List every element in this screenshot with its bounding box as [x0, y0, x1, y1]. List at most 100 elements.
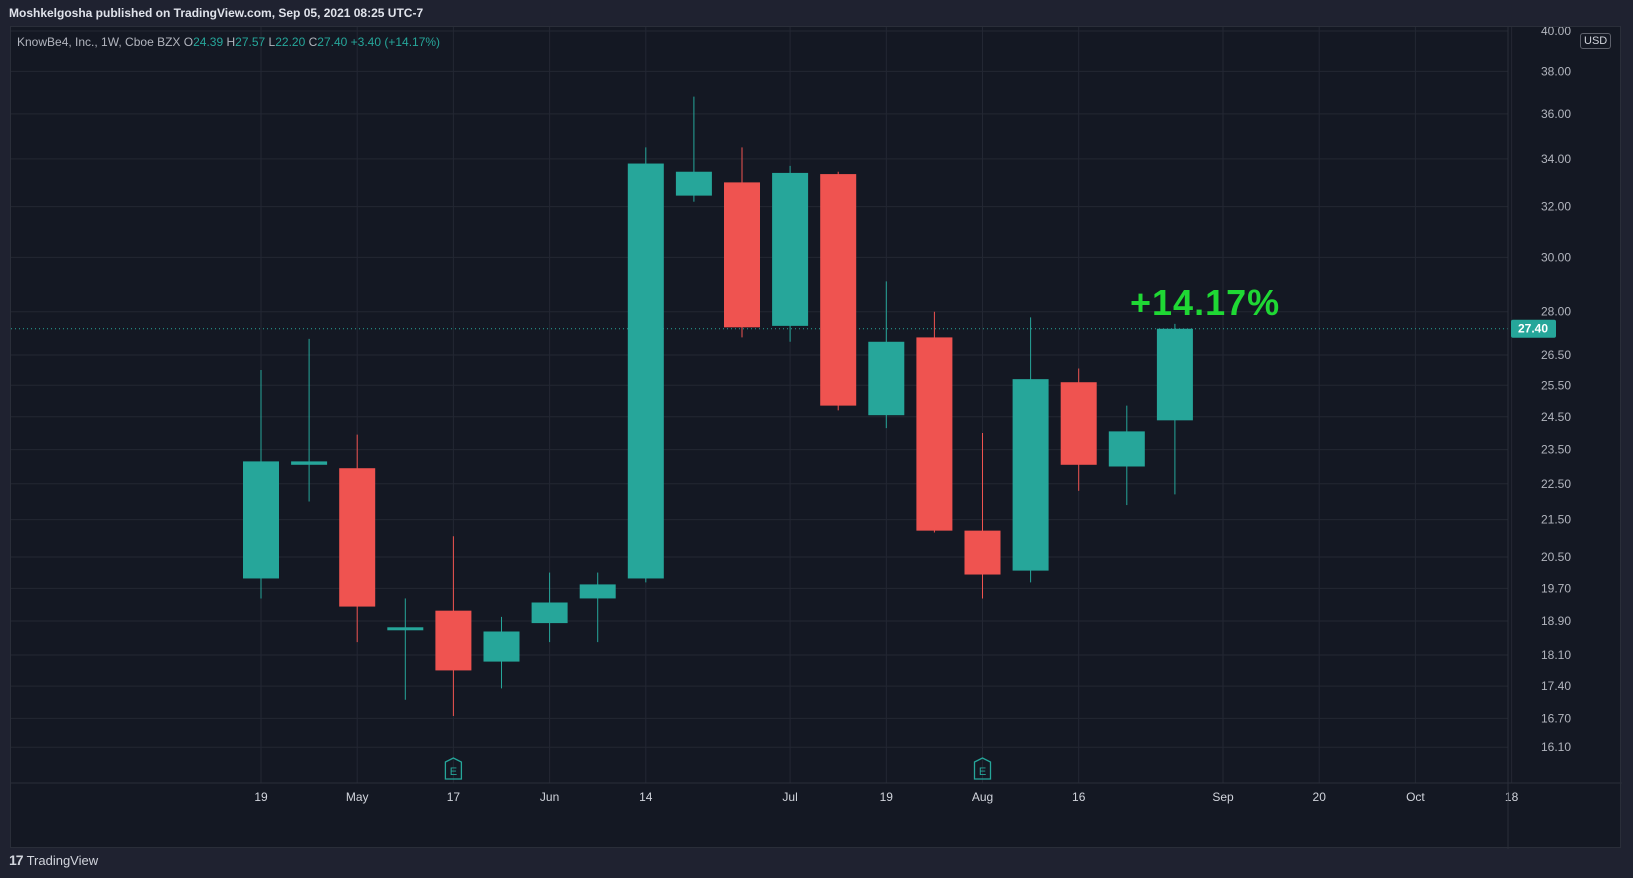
candle-body — [1060, 382, 1097, 465]
candle-body — [1012, 379, 1049, 571]
candle-body — [868, 341, 905, 416]
symbol-legend: KnowBe4, Inc., 1W, Cboe BZX O24.39 H27.5… — [17, 35, 440, 49]
grid — [11, 27, 1513, 783]
candle-body — [820, 174, 857, 406]
earnings-marker-icon[interactable]: E — [444, 757, 463, 780]
footer: 17 TradingView — [9, 852, 98, 868]
y-tick-label: 40.00 — [1541, 27, 1571, 38]
candle-body — [243, 461, 279, 579]
candle-body — [339, 468, 376, 607]
candle-body — [291, 461, 328, 465]
candle-body — [1156, 328, 1193, 421]
candle-body — [627, 163, 664, 579]
candle[interactable] — [531, 572, 568, 643]
publisher-line: Moshkelgosha published on TradingView.co… — [9, 6, 424, 20]
tradingview-logo-icon: 17 — [9, 852, 24, 868]
y-tick-label: 34.00 — [1541, 152, 1571, 166]
candle-body — [724, 182, 760, 328]
x-tick-label: 14 — [639, 790, 653, 804]
percent-change-annotation: +14.17% — [1130, 282, 1281, 323]
candle[interactable] — [772, 165, 809, 342]
symbol-name: KnowBe4, Inc., 1W, Cboe BZX — [17, 35, 181, 49]
candle[interactable] — [916, 311, 953, 533]
candle[interactable] — [1060, 368, 1097, 491]
close-value: 27.40 — [317, 35, 348, 49]
candle-body — [387, 627, 424, 631]
candle[interactable] — [1108, 405, 1145, 506]
y-tick-label: 19.70 — [1541, 581, 1571, 595]
y-tick-label: 21.50 — [1541, 513, 1571, 527]
candlestick-chart[interactable]: 40.00 38.00 36.00 34.00 32.00 30.00 28.00 26.50… — [11, 27, 1622, 849]
candle[interactable] — [868, 281, 905, 429]
candle[interactable] — [964, 433, 1001, 599]
candle[interactable] — [1156, 323, 1193, 495]
candle-body — [531, 602, 568, 624]
candle[interactable] — [339, 434, 376, 643]
candle-body — [435, 610, 472, 671]
earnings-marker-label: E — [979, 766, 986, 778]
x-tick-label: 19 — [880, 790, 894, 804]
candle-body — [483, 631, 520, 662]
x-tick-label: May — [346, 790, 369, 804]
candle-body — [772, 172, 809, 326]
x-tick-label: Oct — [1406, 790, 1425, 804]
high-value: 27.57 — [235, 35, 266, 49]
svg-text:27.40: 27.40 — [1518, 322, 1548, 336]
x-tick-label: Jul — [782, 790, 797, 804]
candle-body — [675, 171, 712, 196]
low-value: 22.20 — [275, 35, 306, 49]
y-tick-label: 17.40 — [1541, 679, 1571, 693]
candle[interactable] — [387, 598, 424, 700]
chart-pane[interactable]: 40.00 38.00 36.00 34.00 32.00 30.00 28.00 26.50… — [10, 26, 1622, 849]
y-tick-label: 32.00 — [1541, 200, 1571, 214]
candle[interactable] — [435, 536, 472, 717]
x-tick-label: Sep — [1212, 790, 1234, 804]
candle-body — [964, 530, 1001, 575]
y-tick-label: 36.00 — [1541, 107, 1571, 121]
candle[interactable] — [1012, 317, 1049, 583]
candles — [243, 96, 1193, 717]
open-value: 24.39 — [193, 35, 224, 49]
candle[interactable] — [820, 171, 857, 411]
candle[interactable] — [483, 616, 520, 689]
candle[interactable] — [243, 370, 279, 599]
change-value: +3.40 (+14.17%) — [350, 35, 441, 49]
earnings-marker-icon[interactable]: E — [973, 757, 992, 780]
candle[interactable] — [291, 338, 328, 502]
footer-brand: TradingView — [26, 852, 99, 868]
y-tick-label: 18.10 — [1541, 648, 1571, 662]
candle[interactable] — [579, 572, 616, 643]
candle[interactable] — [675, 96, 712, 202]
last-price-label: 27.40 — [1511, 319, 1556, 338]
x-tick-label: 18 — [1505, 790, 1519, 804]
y-tick-label: 18.90 — [1541, 614, 1571, 628]
y-tick-label: 20.50 — [1541, 550, 1571, 564]
axes: 40.00 38.00 36.00 34.00 32.00 30.00 28.00 26.50… — [11, 27, 1622, 849]
y-tick-label: 38.00 — [1541, 64, 1571, 78]
x-tick-label: 17 — [447, 790, 461, 804]
candle-body — [579, 584, 616, 599]
earnings-marker-label: E — [450, 766, 457, 778]
y-tick-label: 25.50 — [1541, 378, 1571, 392]
y-tick-label: 16.70 — [1541, 711, 1571, 725]
y-tick-label: 22.50 — [1541, 477, 1571, 491]
close-label: C — [308, 35, 318, 49]
currency-button[interactable]: USD — [1580, 33, 1612, 49]
candle[interactable] — [627, 147, 664, 583]
open-label: O — [183, 35, 194, 49]
x-tick-label: 20 — [1313, 790, 1327, 804]
y-tick-label: 23.50 — [1541, 443, 1571, 457]
x-tick-label: Aug — [972, 790, 993, 804]
candle[interactable] — [724, 147, 760, 338]
low-label: L — [268, 35, 276, 49]
y-tick-label: 26.50 — [1541, 348, 1571, 362]
high-label: H — [226, 35, 236, 49]
candle-body — [916, 337, 953, 531]
y-tick-label: 24.50 — [1541, 410, 1571, 424]
candle-body — [1108, 431, 1145, 467]
y-tick-label: 30.00 — [1541, 250, 1571, 264]
y-tick-label: 28.00 — [1541, 305, 1571, 319]
x-tick-label: 19 — [254, 790, 268, 804]
x-tick-label: Jun — [540, 790, 559, 804]
y-tick-label: 16.10 — [1541, 740, 1571, 754]
